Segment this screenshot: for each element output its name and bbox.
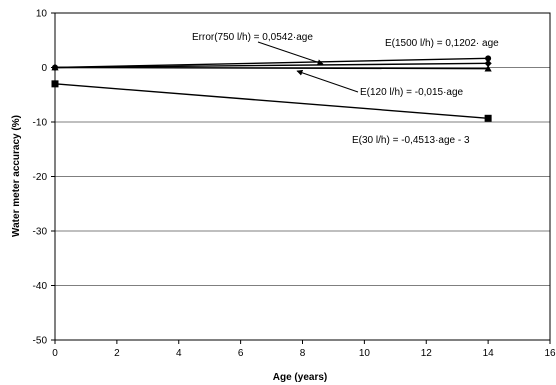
arrow-750 — [257, 41, 324, 66]
series-2 — [51, 59, 492, 72]
x-tick-label: 0 — [52, 348, 58, 359]
y-tick-label: -30 — [33, 227, 48, 238]
triangle-marker — [484, 65, 492, 72]
axis-ticks: 10 0 -10 -20 -30 -40 -50 0 2 4 6 8 10 12 14 16 — [33, 9, 556, 360]
series-line — [54, 66, 489, 70]
x-tick-label: 6 — [238, 348, 244, 359]
x-tick-label: 8 — [300, 348, 306, 359]
x-tick-label: 14 — [483, 348, 495, 359]
annotation-120: E(120 l/h) = -0,015·age — [360, 87, 464, 98]
annotation-750: Error(750 l/h) = 0,0542·age — [192, 32, 313, 43]
x-tick-label: 12 — [421, 348, 433, 359]
x-tick-label: 16 — [544, 348, 556, 359]
arrow-120 — [296, 69, 359, 93]
series-line — [54, 83, 489, 119]
triangle-marker — [51, 63, 59, 71]
square-marker — [484, 114, 492, 122]
y-tick-label: 10 — [36, 9, 48, 20]
series-line — [54, 57, 489, 69]
x-tick-label: 2 — [114, 348, 120, 359]
x-axis-label: Age (years) — [273, 372, 327, 383]
y-tick-label: -20 — [33, 172, 48, 183]
y-tick-label: -50 — [33, 336, 48, 347]
y-tick-label: 0 — [41, 63, 47, 74]
square-marker — [51, 80, 59, 88]
annotation-1500: E(1500 l/h) = 0,1202· age — [385, 38, 499, 49]
series-group — [51, 55, 492, 122]
diamond-marker — [484, 59, 492, 67]
x-tick-label: 10 — [359, 348, 371, 359]
y-axis-label: Water meter accuracy (%) — [11, 115, 22, 237]
y-tick-label: -40 — [33, 281, 48, 292]
circle-marker — [485, 55, 492, 62]
x-tick-label: 4 — [176, 348, 182, 359]
y-tick-label: -10 — [33, 118, 48, 129]
series-line — [54, 62, 489, 69]
annotation-30: E(30 l/h) = -0,4513·age - 3 — [352, 135, 470, 146]
series-3 — [51, 63, 492, 72]
annotation-arrows — [257, 41, 359, 93]
series-4 — [51, 80, 492, 122]
